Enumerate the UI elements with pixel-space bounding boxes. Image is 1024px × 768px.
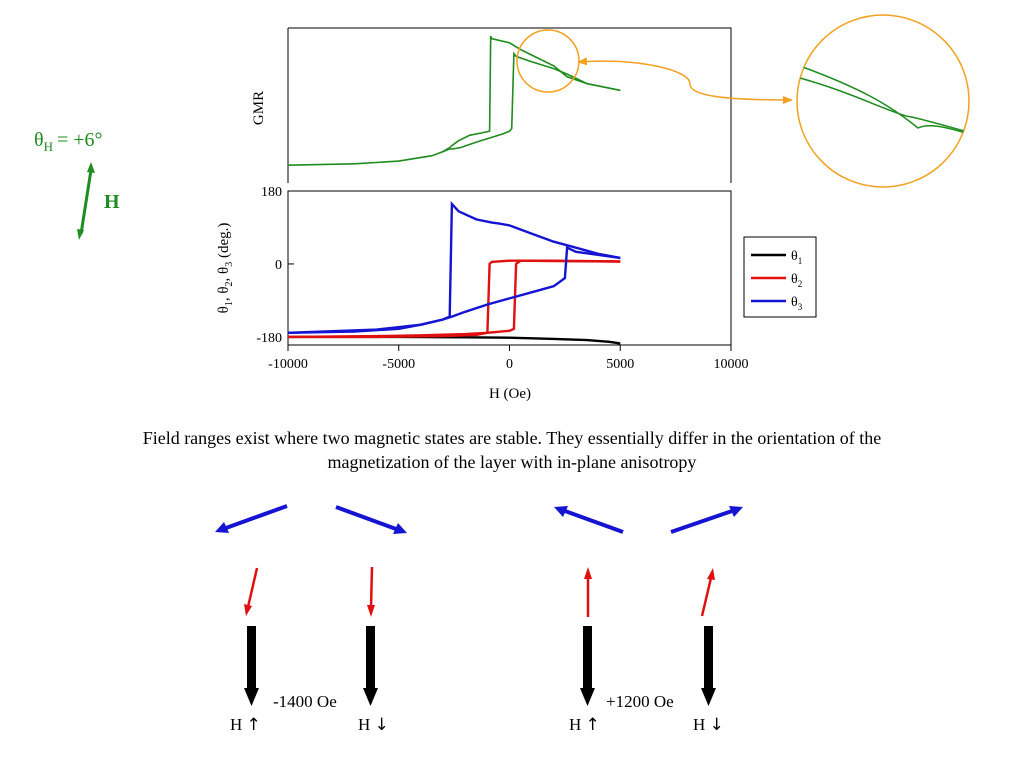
legend-entry-theta3: θ3	[751, 295, 803, 312]
angle-panel: -180 0 180 -10000 -5000 0 5000 10000 H (Oe) θ1…	[216, 185, 817, 402]
y-tick-label: -180	[256, 331, 282, 346]
state2-left-stack: H ↑	[554, 506, 624, 735]
gmr-ylabel: GMR	[251, 91, 267, 125]
bottom-layer-arrow-icon	[363, 626, 378, 706]
zoom-source-circle	[516, 29, 580, 93]
angle-ylabel: θ1, θ2, θ3 (deg.)	[216, 223, 235, 314]
inplane-arrow-icon	[554, 506, 624, 534]
gmr-curve-1	[287, 35, 621, 166]
theta-h-label: θH = +6°	[34, 129, 103, 154]
caption-line-2: magnetization of the layer with in-plane…	[327, 452, 697, 472]
angle-series-group	[287, 200, 621, 345]
bottom-layer-arrow-icon	[244, 626, 259, 706]
gmr-series-group	[287, 35, 621, 166]
angle-curve-theta3-5	[287, 245, 621, 334]
mid-layer-arrow-icon	[700, 568, 715, 617]
x-tick-label: -5000	[382, 357, 415, 372]
x-tick-label: 5000	[606, 357, 634, 372]
gmr-panel-frame	[287, 27, 732, 183]
angle-x-ticks: -10000 -5000 0 5000 10000	[268, 345, 749, 372]
zoom-magnified-circle	[796, 14, 970, 188]
field-arrow-icon	[77, 162, 95, 240]
angle-y-ticks: -180 0 180	[256, 185, 294, 346]
angle-panel-frame	[287, 190, 732, 346]
y-tick-label: 180	[261, 185, 282, 200]
zoom-connector-arrow	[577, 57, 793, 104]
mid-layer-arrow-icon	[244, 567, 259, 616]
gmr-panel: GMR	[251, 27, 732, 183]
legend: θ1 θ2 θ3	[743, 236, 817, 318]
zoom-magnified-curves	[799, 65, 969, 141]
legend-entry-theta1: θ1	[751, 249, 802, 266]
state1-left-stack: H ↑	[215, 504, 288, 735]
caption-line-1: Field ranges exist where two magnetic st…	[142, 428, 882, 448]
x-tick-label: -10000	[268, 357, 308, 372]
state1-right-stack: H ↓	[335, 505, 407, 735]
legend-label-theta2: θ2	[791, 272, 802, 289]
mid-layer-arrow-icon	[367, 566, 375, 617]
zoom-callout	[516, 14, 970, 188]
gmr-curve-2	[442, 51, 621, 153]
state1-field-value: -1400 Oe	[273, 692, 337, 711]
field-arrow-label: H	[104, 191, 120, 213]
state1-right-field-label: H ↓	[358, 715, 389, 735]
x-tick-label: 0	[506, 357, 513, 372]
inplane-arrow-icon	[215, 504, 288, 533]
field-indicator: θH = +6° H	[34, 129, 120, 240]
x-tick-label: 10000	[714, 357, 749, 372]
bottom-layer-arrow-icon	[580, 626, 595, 706]
state1-left-field-label: H ↑	[230, 715, 261, 735]
state2-field-value: +1200 Oe	[606, 692, 674, 711]
state2-right-field-label: H ↓	[693, 715, 724, 735]
y-tick-label: 0	[275, 258, 282, 273]
legend-entry-theta2: θ2	[751, 272, 802, 289]
inplane-arrow-icon	[335, 505, 407, 534]
state2-right-stack: H ↓	[670, 506, 743, 735]
inplane-arrow-icon	[670, 506, 743, 534]
legend-label-theta3: θ3	[791, 295, 803, 312]
angle-curve-theta2-2	[288, 259, 621, 339]
bottom-layer-arrow-icon	[701, 626, 716, 706]
state-diagrams: H ↑ H ↓ -1400 Oe	[215, 504, 743, 735]
figure-caption: Field ranges exist where two magnetic st…	[20, 426, 1004, 474]
angle-curve-theta2-3	[287, 259, 621, 339]
state2-left-field-label: H ↑	[569, 715, 600, 735]
angle-curve-theta3-4	[287, 200, 621, 334]
legend-label-theta1: θ1	[791, 249, 802, 266]
mid-layer-arrow-icon	[584, 567, 592, 617]
angle-xlabel: H (Oe)	[489, 386, 531, 402]
